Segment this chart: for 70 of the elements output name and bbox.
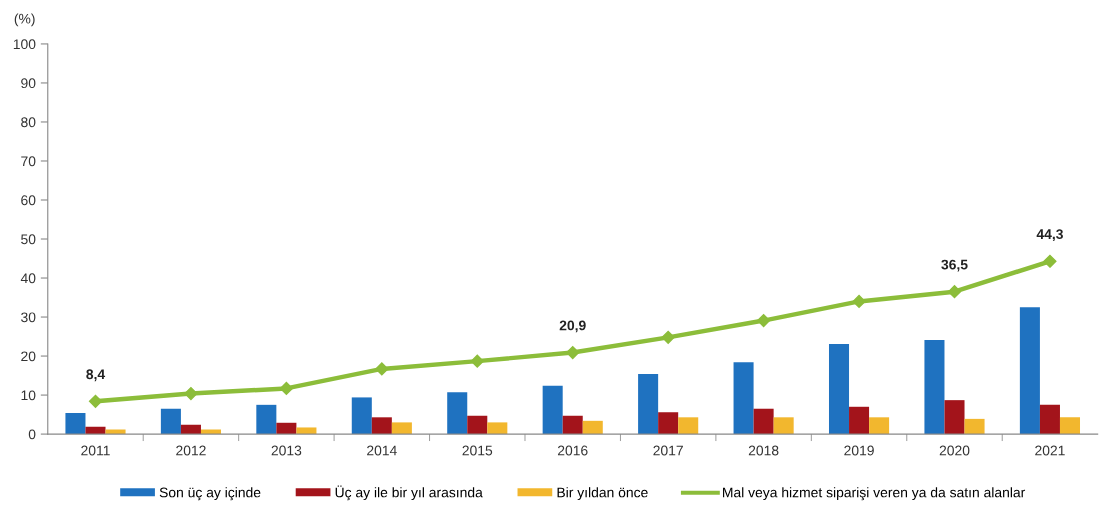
y-tick-label: 20 [21, 351, 36, 362]
y-tick-label: 40 [20, 273, 36, 284]
bar [1039, 404, 1060, 435]
bar [869, 417, 890, 435]
bar [944, 400, 965, 435]
x-tick-label: 2013 [271, 445, 302, 456]
bar [487, 422, 508, 435]
x-tick-label: 2021 [1035, 445, 1065, 456]
legend-label: Üç ay ile bir yıl arasında [335, 485, 483, 501]
bar [1019, 307, 1040, 435]
x-tick-label: 2014 [367, 445, 397, 456]
legend-label: Bir yıldan önce [557, 487, 648, 501]
x-tick-label: 2011 [81, 445, 110, 456]
y-tick-label: 50 [21, 234, 36, 245]
point [279, 381, 293, 396]
x-tick-label: 2018 [748, 445, 779, 456]
bar [678, 417, 699, 435]
data-label: 36,5 [941, 259, 968, 272]
data-label: 20,9 [559, 320, 586, 333]
bar [753, 408, 774, 435]
bar [582, 420, 603, 435]
x-tick-label: 2015 [462, 445, 493, 456]
y-tick-label: 70 [21, 156, 36, 167]
y-tick-label: 90 [21, 78, 36, 89]
y-tick-label: 0 [28, 429, 36, 440]
legend-label: Mal veya hizmet siparişi veren ya da satın alanlar [723, 487, 1026, 501]
bar [638, 374, 659, 435]
x-tick-label: 2016 [557, 445, 588, 456]
x-tick-label: 2012 [176, 445, 206, 456]
y-axis-title: (%) [14, 13, 35, 27]
bar [371, 417, 392, 435]
bar [924, 340, 945, 435]
bar [733, 362, 754, 435]
bar [160, 408, 181, 435]
x-tick-label: 2020 [939, 445, 970, 456]
bar [773, 417, 794, 435]
bar [296, 427, 317, 435]
bar [1059, 417, 1081, 435]
y-tick-label: 80 [21, 117, 36, 128]
bar [964, 418, 985, 435]
bar [256, 404, 277, 435]
point [566, 345, 580, 360]
bar [351, 397, 372, 435]
x-tick-label: 2019 [844, 445, 874, 456]
x-tick-label: 2017 [653, 445, 683, 456]
bar [828, 343, 850, 435]
point [88, 394, 103, 408]
point [947, 285, 962, 299]
y-tick-label: 100 [13, 39, 36, 50]
bar [467, 415, 488, 435]
point [375, 362, 389, 376]
data-label: 8,4 [86, 369, 106, 382]
point [852, 294, 866, 309]
bar [447, 392, 468, 435]
bar [542, 385, 563, 435]
bar [658, 412, 679, 435]
point [470, 354, 484, 368]
y-tick-label: 30 [21, 312, 36, 323]
y-tick-label: 10 [21, 390, 36, 401]
y-tick-label: 60 [21, 195, 36, 206]
bar [65, 413, 86, 435]
bar [562, 415, 583, 435]
point [757, 313, 771, 328]
point [1043, 254, 1057, 268]
bar [391, 422, 412, 435]
bar [849, 406, 870, 435]
legend-label: Son üç ay içinde [159, 487, 261, 501]
point [184, 386, 198, 401]
point [661, 330, 675, 344]
data-label: 44,3 [1036, 229, 1063, 242]
